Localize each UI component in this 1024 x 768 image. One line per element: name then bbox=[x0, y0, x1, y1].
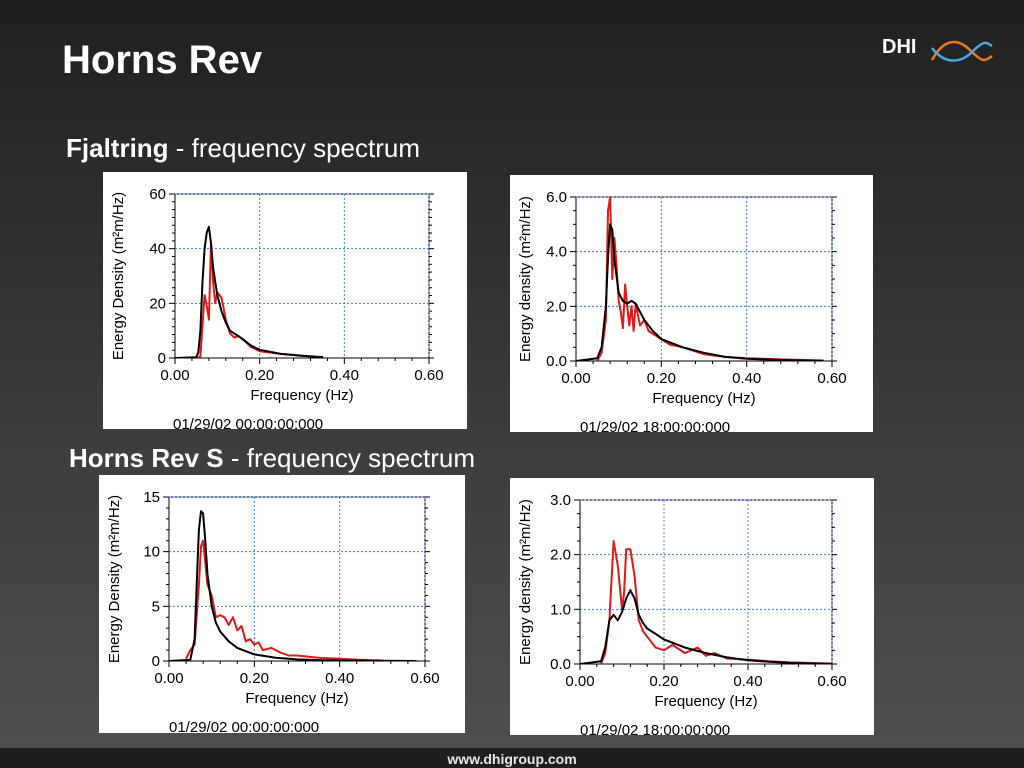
y-tick-label: 10 bbox=[143, 544, 160, 561]
x-tick-label: 0.20 bbox=[245, 367, 274, 384]
chart-hornsrev-00: 0.00 0.20 0.40 0.60 0 5 10 15 Frequency (Hz) Ener… bbox=[106, 489, 440, 733]
logo-wave-icon-2 bbox=[931, 41, 993, 62]
section-horns-rev-s-title: Horns Rev S bbox=[69, 443, 224, 473]
section-horns-rev-s: Horns Rev S - frequency spectrum bbox=[69, 443, 475, 474]
x-tick-label: 0.00 bbox=[561, 370, 590, 387]
y-tick-label: 20 bbox=[149, 295, 166, 312]
chart-fjaltring-18: 0.00 0.20 0.40 0.60 0.0 2.0 4.0 6.0 Frequency (H… bbox=[517, 189, 847, 432]
y-tick-label: 60 bbox=[149, 186, 166, 203]
x-tick-label: 0.20 bbox=[647, 370, 676, 387]
y-axis-label: Energy Density (m²m/Hz) bbox=[110, 192, 127, 360]
y-tick-label: 3.0 bbox=[550, 492, 571, 509]
chart-panel-hornsrev-18: 0.00 0.20 0.40 0.60 0.0 1.0 2.0 3.0 Frequency (H… bbox=[510, 478, 874, 735]
section-fjaltring-subtitle: - frequency spectrum bbox=[168, 133, 420, 163]
plot-area bbox=[579, 499, 833, 665]
chart-timestamp: 01/29/02 18:00:00:000 bbox=[580, 419, 730, 432]
chart-timestamp: 01/29/02 18:00:00:000 bbox=[580, 722, 730, 735]
plot-area bbox=[575, 196, 833, 362]
chart-hornsrev-18: 0.00 0.20 0.40 0.60 0.0 1.0 2.0 3.0 Frequency (H… bbox=[517, 492, 847, 735]
chart-timestamp: 01/29/02 00:00:00:000 bbox=[173, 416, 323, 429]
y-tick-label: 0.0 bbox=[546, 353, 567, 370]
series-line-black bbox=[580, 589, 832, 664]
y-tick-label: 0 bbox=[152, 653, 160, 670]
series-line-red bbox=[600, 540, 832, 664]
chart-fjaltring-00: 0.00 0.20 0.40 0.60 0 20 40 60 Frequency (Hz) Ene… bbox=[110, 186, 444, 429]
x-axis-label: Frequency (Hz) bbox=[245, 690, 348, 707]
section-horns-rev-s-subtitle: - frequency spectrum bbox=[223, 443, 476, 473]
y-axis-label: Energy density (m²m/Hz) bbox=[517, 499, 534, 665]
y-tick-label: 6.0 bbox=[546, 189, 567, 206]
chart-panel-fjaltring-18: 0.00 0.20 0.40 0.60 0.0 2.0 4.0 6.0 Frequency (H… bbox=[510, 175, 873, 432]
x-tick-label: 0.40 bbox=[732, 370, 761, 387]
section-fjaltring-title: Fjaltring bbox=[66, 133, 169, 163]
x-axis-label: Frequency (Hz) bbox=[250, 387, 353, 404]
plot-area bbox=[174, 193, 430, 359]
logo-wave-icon bbox=[930, 40, 993, 62]
x-tick-label: 0.40 bbox=[330, 367, 359, 384]
chart-timestamp: 01/29/02 00:00:00:000 bbox=[169, 719, 319, 733]
x-tick-label: 0.20 bbox=[649, 673, 678, 690]
chart-panel-fjaltring-00: 0.00 0.20 0.40 0.60 0 20 40 60 Frequency (Hz) Ene… bbox=[103, 172, 467, 429]
section-fjaltring: Fjaltring - frequency spectrum bbox=[66, 133, 420, 164]
y-tick-label: 40 bbox=[149, 241, 166, 258]
y-tick-label: 2.0 bbox=[546, 298, 567, 315]
footer-url: www.dhigroup.com bbox=[447, 751, 577, 767]
y-tick-label: 0.0 bbox=[550, 656, 571, 673]
series-line-black bbox=[169, 510, 417, 661]
slide-title: Horns Rev bbox=[62, 38, 263, 82]
chart-panel-hornsrev-00: 0.00 0.20 0.40 0.60 0 5 10 15 Frequency (Hz) Ener… bbox=[99, 475, 465, 733]
x-tick-label: 0.00 bbox=[565, 673, 594, 690]
x-tick-label: 0.60 bbox=[817, 370, 846, 387]
x-tick-label: 0.00 bbox=[160, 367, 189, 384]
y-tick-label: 0 bbox=[158, 350, 166, 367]
series-line-black bbox=[175, 225, 324, 358]
x-tick-label: 0.60 bbox=[410, 670, 439, 687]
dhi-logo: DHI bbox=[882, 36, 993, 62]
x-tick-label: 0.60 bbox=[817, 673, 846, 690]
y-tick-label: 15 bbox=[143, 489, 160, 506]
x-tick-label: 0.60 bbox=[414, 367, 443, 384]
y-tick-label: 1.0 bbox=[550, 601, 571, 618]
y-tick-label: 5 bbox=[152, 598, 160, 615]
footer-bar bbox=[0, 748, 1024, 768]
series-line-black bbox=[576, 223, 824, 361]
x-tick-label: 0.20 bbox=[240, 670, 269, 687]
y-axis-label: Energy density (m²m/Hz) bbox=[517, 196, 534, 362]
series-line-red bbox=[195, 242, 324, 358]
y-tick-label: 4.0 bbox=[546, 244, 567, 261]
logo-text: DHI bbox=[882, 36, 916, 58]
x-tick-label: 0.40 bbox=[733, 673, 762, 690]
x-tick-label: 0.00 bbox=[154, 670, 183, 687]
series-line-red bbox=[185, 539, 383, 661]
x-axis-label: Frequency (Hz) bbox=[652, 390, 755, 407]
x-tick-label: 0.40 bbox=[325, 670, 354, 687]
y-tick-label: 2.0 bbox=[550, 547, 571, 564]
x-axis-label: Frequency (Hz) bbox=[654, 693, 757, 710]
y-axis-label: Energy Density (m²m/Hz) bbox=[106, 495, 123, 663]
